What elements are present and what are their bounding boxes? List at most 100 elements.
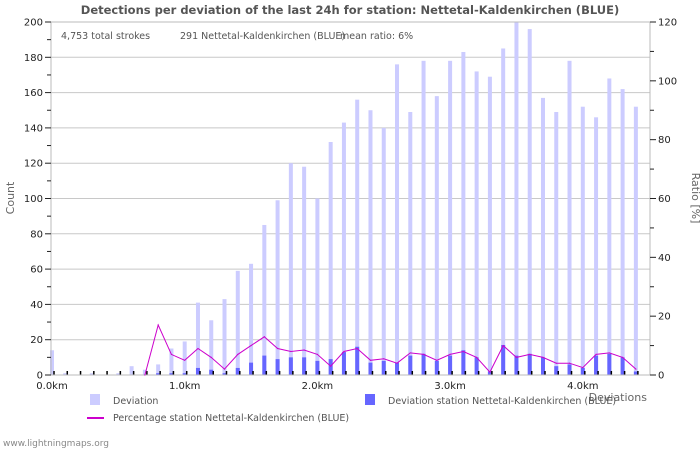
deviation-bar [63, 373, 68, 375]
y2-tick-label: 120 [658, 18, 677, 29]
percentage-point [608, 352, 610, 354]
deviation-bar [514, 22, 519, 375]
percentage-point [595, 353, 597, 356]
percentage-point [409, 352, 411, 354]
legend-swatch-station [365, 394, 375, 405]
percentage-point [250, 344, 252, 347]
deviation-bar [395, 64, 400, 376]
deviation-bar [448, 60, 453, 376]
percentage-point [290, 350, 292, 353]
station-deviation-bar [487, 371, 492, 375]
y-axis-label: Count [4, 181, 17, 214]
percentage-point [542, 356, 544, 358]
percentage-point [144, 374, 146, 376]
deviation-bar [607, 78, 612, 375]
legend-percentage[interactable]: Percentage station Nettetal-Kaldenkirche… [113, 413, 349, 424]
legend-deviation[interactable]: Deviation [113, 396, 158, 407]
station-deviation-bar [315, 360, 320, 375]
percentage-point [210, 356, 212, 358]
y-tick-label: 140 [24, 123, 43, 134]
percentage-point [223, 368, 226, 370]
y2-tick-label: 60 [658, 194, 671, 205]
deviation-bar [328, 142, 333, 375]
station-deviation-bar [156, 373, 161, 375]
percentage-point [303, 349, 305, 351]
deviation-bar [129, 366, 134, 375]
station-deviation-bar [262, 355, 267, 375]
station-deviation-bar [182, 373, 187, 375]
deviation-bar [461, 52, 466, 375]
y-tick-label: 120 [24, 159, 43, 170]
station-deviation-bar [328, 359, 333, 375]
percentage-point [582, 367, 584, 369]
x-tick-label: 3.0km [434, 381, 465, 392]
station-deviation-bar [580, 367, 585, 375]
station-deviation-bar [195, 367, 200, 375]
deviation-bar [540, 97, 545, 376]
station-deviation-bar [275, 359, 280, 375]
percentage-point [515, 356, 518, 358]
y2-axis-ticks: 0 20 40 60 80 100 120 [650, 18, 677, 382]
y-tick-label: 20 [30, 335, 43, 346]
y-tick-label: 200 [24, 18, 43, 29]
x-tick-label: 2.0km [302, 381, 333, 392]
y-tick-label: 60 [30, 265, 43, 276]
deviation-bar [633, 106, 638, 375]
y-tick-label: 80 [30, 229, 43, 240]
percentage-point [170, 353, 173, 356]
deviation-bar [501, 48, 506, 375]
percentage-point [356, 347, 358, 350]
station-deviation-bar [594, 355, 599, 375]
station-deviation-bar [341, 352, 346, 375]
percentage-point [449, 353, 451, 356]
station-deviation-bar [408, 355, 413, 375]
station-deviation-bar [302, 357, 307, 375]
percentage-point [622, 356, 624, 358]
y2-tick-label: 100 [658, 76, 677, 87]
station-deviation-bar [633, 371, 638, 375]
deviation-bar [594, 117, 599, 375]
x-tick-label: 1.0km [169, 381, 200, 392]
station-deviation-bar [607, 353, 612, 375]
legend-station[interactable]: Deviation station Nettetal-Kaldenkirchen… [388, 396, 616, 407]
deviation-bar [355, 99, 360, 375]
grid [51, 56, 650, 341]
percentage-point [197, 347, 199, 350]
y2-axis-label: Ratio [%] [689, 173, 700, 224]
station-deviation-bar [421, 353, 426, 375]
percentage-point [422, 353, 425, 356]
percentage-point [568, 362, 571, 364]
station-deviation-bars [156, 344, 638, 375]
station-deviation-bar [222, 373, 227, 375]
percentage-point [237, 353, 239, 356]
deviation-bar [381, 127, 386, 376]
y-tick-label: 0 [37, 371, 43, 382]
deviation-bar [235, 270, 240, 375]
footer-link[interactable]: www.lightningmaps.org [3, 439, 109, 449]
station-deviation-bar [395, 362, 400, 375]
station-deviation-bar [474, 357, 479, 375]
deviation-bar [434, 96, 439, 375]
deviation-bar [315, 198, 320, 375]
station-deviation-bar [540, 357, 545, 375]
percentage-point [396, 362, 398, 364]
deviation-bar [554, 112, 559, 375]
percentage-point [555, 362, 557, 364]
percentage-point [369, 359, 372, 361]
deviation-bar [474, 71, 479, 376]
percentage-point [383, 358, 385, 360]
legend-swatch-deviation [90, 394, 100, 405]
deviation-bar [195, 302, 200, 375]
deviation-bar [182, 341, 187, 375]
station-deviation-bar [235, 367, 240, 375]
info-total: 4,753 total strokes [61, 31, 150, 42]
percentage-point [316, 353, 318, 356]
percentage-point [330, 365, 332, 367]
deviation-bar [275, 200, 280, 375]
station-deviation-bar [448, 355, 453, 375]
station-deviation-bar [368, 362, 373, 375]
deviation-bar [580, 106, 585, 375]
y-tick-label: 160 [24, 88, 43, 99]
deviation-bar [89, 373, 94, 375]
